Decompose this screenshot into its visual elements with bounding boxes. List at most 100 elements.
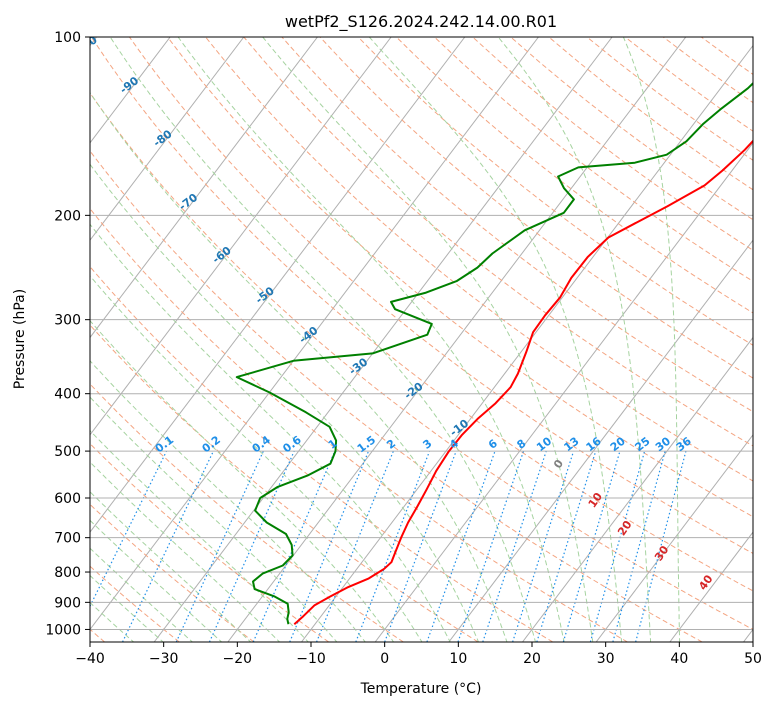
mixing-ratio-line: [536, 450, 597, 642]
moist-adiabat-line: [497, 37, 652, 642]
isotherm-line: [522, 336, 753, 642]
mixing-ratio-line: [512, 450, 575, 642]
dry-adiabat-line: [243, 37, 753, 447]
moist-adiabat-line: [90, 320, 395, 642]
x-tick-label: −20: [223, 651, 253, 667]
isotherm-label: -80: [151, 127, 175, 150]
mixing-ratio-line: [121, 450, 214, 642]
isotherm-line: [743, 628, 753, 642]
dry-adiabats: [90, 37, 753, 642]
sounding-profiles: [235, 81, 753, 625]
moist-adiabat-line: [368, 37, 623, 642]
dry-adiabat-line: [90, 265, 554, 642]
mixing-ratio-line: [384, 450, 457, 642]
isotherm-line: [153, 37, 613, 642]
moist-adiabat-line: [90, 461, 281, 642]
x-axis-label: Temperature (°C): [360, 681, 482, 697]
isotherm-line: [227, 37, 687, 642]
moist-adiabat-line: [622, 37, 681, 642]
chart-title: wetPf2_S126.2024.242.14.00.R01: [285, 12, 557, 32]
x-tick-label: 0: [380, 651, 389, 667]
dry-adiabat-line: [357, 37, 753, 346]
mixing-ratio-label: 2: [384, 437, 398, 452]
moist-adiabat-line: [90, 91, 508, 642]
mixing-ratio-line: [355, 450, 431, 642]
dry-adiabat-line: [510, 37, 753, 221]
moist-adiabat-line: [90, 429, 309, 642]
mixing-ratio-line: [457, 450, 525, 642]
moist-adiabat-line: [90, 519, 223, 642]
x-tick-label: 20: [523, 651, 541, 667]
moist-adiabat-line: [177, 37, 565, 642]
mixing-ratio-label: 0.6: [280, 433, 304, 455]
mixing-ratio-line: [208, 450, 295, 642]
mixing-ratio-line: [252, 450, 336, 642]
dry-adiabat-line: [90, 383, 404, 642]
y-tick-label: 900: [54, 595, 81, 611]
x-tick-label: 10: [449, 651, 467, 667]
y-tick-label: 500: [54, 444, 81, 460]
moist-adiabat-line: [90, 275, 423, 642]
axes: −40 −30 −20 −10 0 10 20 30 40 5010020030040050060…: [45, 30, 762, 667]
dry-adiabat-line: [90, 503, 255, 642]
y-tick-label: 700: [54, 531, 81, 547]
moist-adiabat-line: [90, 163, 480, 642]
mixing-ratio-line: [90, 450, 168, 608]
mixing-ratio-line: [482, 450, 547, 642]
dewpoint-line: [235, 81, 753, 625]
dry-adiabat-line: [90, 565, 180, 642]
y-tick-label: 400: [54, 387, 81, 403]
moist-adiabat-label: 0: [551, 457, 566, 471]
x-tick-label: −10: [296, 651, 326, 667]
isotherm-line: [374, 142, 753, 642]
dry-adiabat-line: [90, 92, 753, 630]
isotherm-line: [448, 239, 753, 642]
isotherm-line: [90, 37, 539, 631]
mixing-ratio-line: [175, 450, 264, 642]
dry-adiabat-line: [90, 324, 479, 642]
mixing-ratio-label: 1.5: [355, 433, 378, 455]
y-tick-label: 300: [54, 313, 81, 329]
y-axis-label: Pressure (hPa): [12, 289, 28, 389]
mixing-ratio-label: 6: [486, 437, 500, 452]
moist-adiabat-label: 10: [586, 490, 606, 510]
x-tick-label: 50: [744, 651, 762, 667]
moist-adiabat-line: [262, 37, 594, 642]
moist-adiabat-line: [90, 223, 451, 642]
isotherm-line: [90, 37, 392, 436]
mixing-ratio-line: [426, 450, 496, 642]
mixing-ratio-label: 8: [514, 437, 528, 452]
mixing-ratio-lines: [90, 450, 687, 642]
mixing-ratio-label: 0.4: [250, 433, 274, 455]
x-tick-label: −40: [75, 651, 105, 667]
moist-adiabat-line: [90, 396, 338, 642]
isotherm-line: [90, 37, 245, 242]
x-tick-label: 40: [670, 651, 688, 667]
dry-adiabat-line: [319, 37, 753, 379]
isotherm-line: [669, 531, 753, 642]
temperature-line: [293, 139, 753, 625]
x-tick-label: 30: [597, 651, 615, 667]
moist-adiabats: [90, 37, 681, 642]
mixing-ratio-line: [562, 450, 621, 642]
dry-adiabat-line: [90, 207, 628, 642]
isotherm-line: [595, 433, 753, 642]
mixing-ratio-line: [589, 450, 646, 642]
dry-adiabat-line: [90, 442, 329, 642]
isotherm-line: [90, 37, 466, 533]
dry-adiabat-line: [662, 37, 753, 104]
mixing-ratio-line: [612, 450, 666, 642]
y-tick-label: 100: [54, 30, 81, 46]
moist-adiabat-label: 40: [696, 572, 716, 592]
mixing-ratio-line: [289, 450, 370, 642]
dry-adiabat-line: [205, 37, 753, 482]
moist-adiabat-line: [109, 37, 537, 642]
dry-adiabat-line: [281, 37, 753, 413]
dry-adiabat-line: [167, 37, 753, 518]
dry-adiabat-line: [90, 150, 703, 642]
isotherm-line: [90, 37, 171, 144]
y-tick-label: 200: [54, 208, 81, 224]
y-tick-label: 1000: [45, 622, 81, 638]
isotherm-label: -50: [253, 284, 277, 307]
plot-frame: [89, 36, 754, 643]
